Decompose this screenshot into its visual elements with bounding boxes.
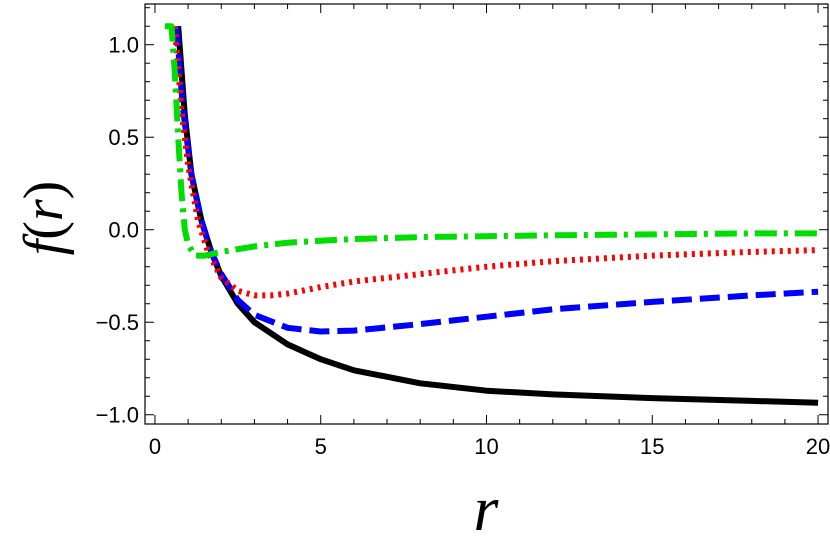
y-axis-title-var: r [13, 199, 75, 221]
y-axis-title-open: ( [13, 221, 75, 240]
x-axis-title: r [474, 473, 500, 544]
y-axis-title: f(r) [13, 181, 75, 256]
series-line-solid [175, 25, 819, 406]
series-line-dashed [173, 25, 819, 335]
x-axis-ticks: 0 5 10 15 20 [149, 4, 830, 459]
y-axis-ticks: 1.0 0.5 0.0 −0.5 −1.0 [96, 7, 828, 428]
x-tick-label: 15 [640, 434, 664, 459]
y-tick-label: 1.0 [108, 33, 139, 58]
series-line-dotted [171, 25, 819, 299]
series-line-dashdot [164, 23, 819, 259]
x-tick-label: 5 [315, 434, 327, 459]
y-tick-label: −1.0 [96, 403, 139, 428]
x-tick-label: 20 [806, 434, 830, 459]
plot-frame [144, 3, 829, 425]
y-axis-title-close: ) [13, 181, 75, 200]
x-tick-label: 0 [149, 434, 161, 459]
y-tick-label: 0.5 [108, 125, 139, 150]
y-tick-label: 0.0 [108, 218, 139, 243]
x-tick-label: 10 [474, 434, 498, 459]
series-layer [164, 23, 819, 406]
y-tick-label: −0.5 [96, 310, 139, 335]
